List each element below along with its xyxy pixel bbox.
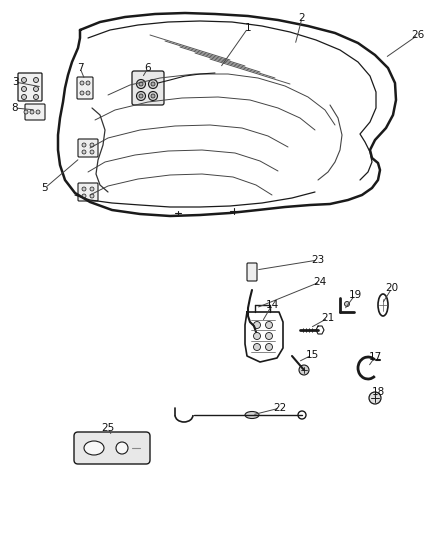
Text: 7: 7 xyxy=(77,63,83,73)
Circle shape xyxy=(90,194,94,198)
Circle shape xyxy=(86,81,90,85)
Circle shape xyxy=(137,79,145,88)
Text: 15: 15 xyxy=(305,350,318,360)
Text: 23: 23 xyxy=(311,255,325,265)
Text: 26: 26 xyxy=(411,30,424,40)
FancyBboxPatch shape xyxy=(25,104,45,120)
Text: 21: 21 xyxy=(321,313,335,323)
Text: 18: 18 xyxy=(371,387,385,397)
FancyBboxPatch shape xyxy=(18,73,42,101)
Text: 20: 20 xyxy=(385,283,399,293)
Text: 6: 6 xyxy=(145,63,151,73)
Circle shape xyxy=(90,150,94,154)
Circle shape xyxy=(369,392,381,404)
Circle shape xyxy=(254,333,261,340)
Circle shape xyxy=(21,86,27,92)
Circle shape xyxy=(30,110,34,114)
Text: 8: 8 xyxy=(12,103,18,113)
Text: 24: 24 xyxy=(313,277,327,287)
Circle shape xyxy=(265,343,272,351)
FancyBboxPatch shape xyxy=(247,263,257,281)
Ellipse shape xyxy=(84,441,104,455)
Circle shape xyxy=(33,86,39,92)
Circle shape xyxy=(86,91,90,95)
Circle shape xyxy=(265,321,272,328)
Circle shape xyxy=(254,321,261,328)
FancyBboxPatch shape xyxy=(78,139,98,157)
FancyBboxPatch shape xyxy=(132,71,164,105)
Circle shape xyxy=(33,94,39,100)
Circle shape xyxy=(82,150,86,154)
Circle shape xyxy=(148,79,158,88)
Circle shape xyxy=(139,94,143,98)
Circle shape xyxy=(116,442,128,454)
Circle shape xyxy=(33,77,39,83)
Text: 2: 2 xyxy=(299,13,305,23)
Circle shape xyxy=(151,82,155,86)
Text: 25: 25 xyxy=(101,423,115,433)
Circle shape xyxy=(82,143,86,147)
FancyBboxPatch shape xyxy=(78,183,98,201)
Circle shape xyxy=(139,82,143,86)
Text: 19: 19 xyxy=(348,290,362,300)
Text: 17: 17 xyxy=(368,352,381,362)
Circle shape xyxy=(24,110,28,114)
Text: 14: 14 xyxy=(265,300,279,310)
Circle shape xyxy=(148,92,158,101)
Circle shape xyxy=(80,91,84,95)
Text: 5: 5 xyxy=(42,183,48,193)
Circle shape xyxy=(151,94,155,98)
Circle shape xyxy=(90,187,94,191)
Text: 3: 3 xyxy=(12,77,18,87)
FancyBboxPatch shape xyxy=(77,77,93,99)
Circle shape xyxy=(36,110,40,114)
Circle shape xyxy=(21,77,27,83)
FancyBboxPatch shape xyxy=(74,432,150,464)
Circle shape xyxy=(265,333,272,340)
Circle shape xyxy=(80,81,84,85)
Circle shape xyxy=(299,365,309,375)
Circle shape xyxy=(90,143,94,147)
Text: 1: 1 xyxy=(245,23,251,33)
Circle shape xyxy=(82,187,86,191)
Circle shape xyxy=(254,343,261,351)
Ellipse shape xyxy=(245,411,259,418)
Circle shape xyxy=(345,302,350,306)
Circle shape xyxy=(21,94,27,100)
Circle shape xyxy=(82,194,86,198)
Circle shape xyxy=(137,92,145,101)
Text: 22: 22 xyxy=(273,403,286,413)
